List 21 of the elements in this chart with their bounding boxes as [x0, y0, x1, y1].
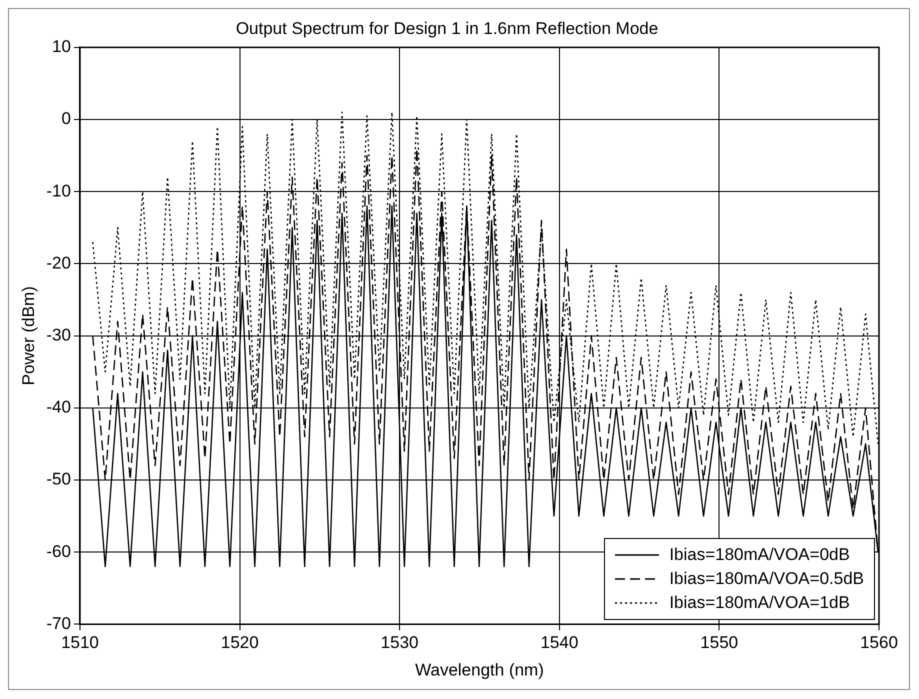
x-tick-label: 1520: [220, 633, 259, 652]
y-tick-label: 0: [62, 109, 71, 128]
y-tick-label: -30: [46, 325, 71, 344]
x-tick-label: 1530: [380, 633, 418, 652]
y-tick-label: -10: [46, 181, 71, 200]
y-tick-label: -70: [46, 614, 71, 633]
chart-title: Output Spectrum for Design 1 in 1.6nm Reflection Mode: [236, 18, 658, 38]
x-tick-label: 1550: [700, 633, 738, 652]
y-tick-label: -40: [46, 398, 71, 417]
y-axis-title: Power (dBm): [18, 286, 38, 386]
y-tick-label: -60: [46, 542, 71, 561]
x-tick-label: 1540: [540, 633, 578, 652]
legend-label: Ibias=180mA/VOA=0dB: [669, 544, 850, 566]
y-tick-label: -20: [46, 253, 71, 272]
y-tick-label: -50: [46, 470, 71, 489]
x-tick-label: 1510: [61, 633, 99, 652]
legend-label: Ibias=180mA/VOA=1dB: [669, 592, 850, 614]
x-tick-label: 1560: [860, 633, 898, 652]
y-tick-label: 10: [52, 37, 71, 56]
x-axis-title: Wavelength (nm): [415, 660, 544, 680]
legend-label: Ibias=180mA/VOA=0.5dB: [669, 568, 864, 590]
